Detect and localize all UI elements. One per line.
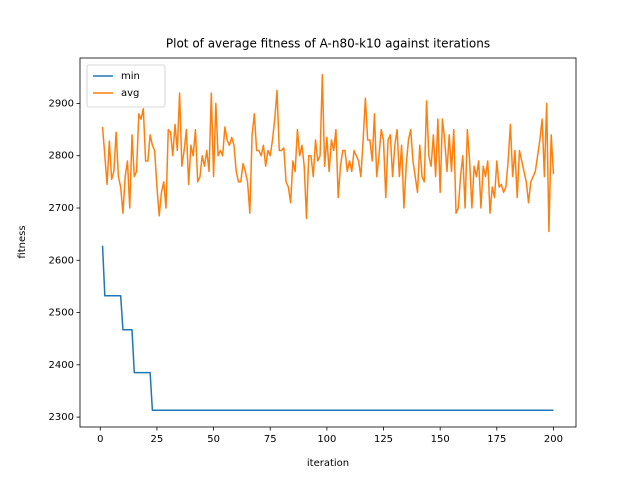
x-tick-label: 175 [487, 434, 506, 445]
plot-frame [79, 57, 577, 428]
x-tick-label: 25 [151, 434, 164, 445]
chart-title: Plot of average fitness of A-n80-k10 aga… [166, 37, 490, 51]
y-tick-label: 2600 [49, 255, 74, 266]
series-line [101, 245, 554, 412]
x-tick-label: 75 [264, 434, 277, 445]
x-tick-label: 150 [431, 434, 450, 445]
x-tick-label: 0 [97, 434, 103, 445]
y-tick-label: 2500 [49, 308, 74, 319]
y-tick-label: 2800 [49, 151, 74, 162]
x-tick-label: 100 [317, 434, 336, 445]
x-tick-label: 125 [374, 434, 393, 445]
series-line [101, 73, 555, 233]
x-tick-label: 200 [544, 434, 563, 445]
y-tick-label: 2700 [49, 203, 74, 214]
y-axis-label: fitness [17, 225, 28, 258]
x-tick-label: 50 [207, 434, 220, 445]
y-tick-label: 2900 [49, 98, 74, 109]
y-tick-label: 2300 [49, 412, 74, 423]
legend-label: avg [121, 88, 139, 99]
legend-label: min [121, 71, 140, 82]
y-tick-label: 2400 [49, 360, 74, 371]
x-axis-label: iteration [307, 458, 349, 469]
